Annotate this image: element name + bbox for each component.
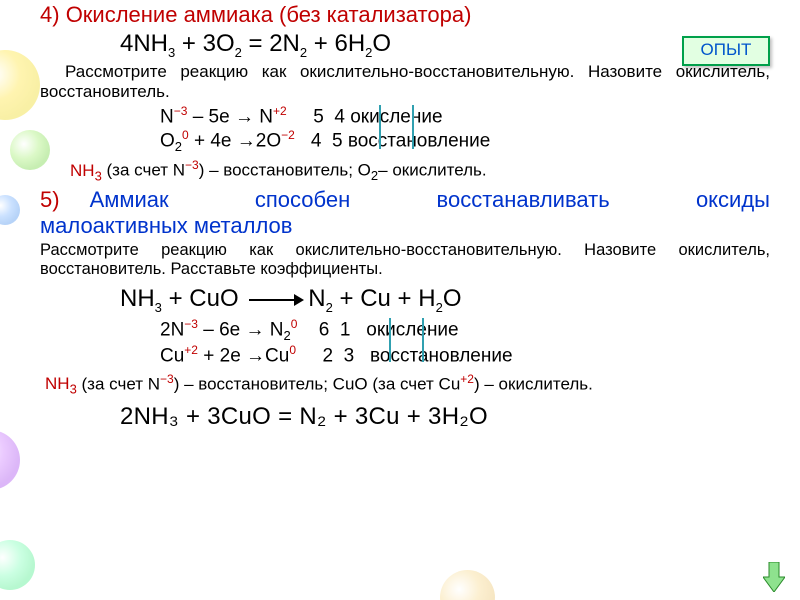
redox-coef: 4 (334, 106, 345, 127)
redox-coef: 4 (311, 130, 322, 151)
redox-coef: 5 (332, 130, 343, 151)
redox-mid: + 2e →Cu (198, 346, 289, 367)
opyt-button[interactable]: ОПЫТ (682, 36, 770, 66)
oxidation-state: 0 (291, 317, 298, 331)
redox-mid: + 4e →2O (189, 130, 281, 151)
redox-mid: – 5e → N (187, 106, 273, 127)
section5-heading-line2: малоактивных металлов (40, 213, 770, 239)
concl-sub: 3 (95, 168, 102, 183)
redox-label: восстановление (348, 130, 491, 151)
redox-sub: 2 (175, 139, 182, 154)
next-arrow-icon[interactable] (763, 562, 785, 592)
concl-sub: 3 (70, 382, 77, 397)
heading-text: Аммиак способен восстанавливать оксиды (90, 187, 770, 213)
section5-task-text: Рассмотрите реакцию как окислительно-вос… (40, 241, 770, 279)
concl-text: – окислитель. (378, 161, 486, 180)
redox-label: окисление (350, 106, 442, 127)
section4-task-text: Рассмотрите реакцию как окислительно-вос… (40, 62, 770, 102)
redox-el: Cu (160, 346, 184, 367)
redox-coef: 1 (340, 319, 351, 340)
redox-coef: 6 (319, 319, 330, 340)
oxidation-state: −3 (160, 372, 174, 386)
section4-heading: 4) Окисление аммиака (без катализатора) (40, 2, 770, 28)
section5-redox: 2N−3 – 6e → N20 6 1 окисление Cu+2 + 2e … (160, 317, 770, 367)
bg-bubble (440, 570, 495, 600)
redox-row: 2N−3 – 6e → N20 6 1 окисление (160, 317, 770, 343)
section5-equation-arrow: NH3 + CuO N2 + Cu + H2O (120, 285, 770, 315)
eq-part: + Cu + H (333, 285, 436, 312)
redox-coef: 2 (322, 346, 333, 367)
concl-formula: NH (70, 161, 95, 180)
oxidation-state: +2 (184, 343, 198, 357)
concl-text: – восстановитель; O (204, 161, 371, 180)
eq-sub: 2 (436, 300, 443, 315)
eq-part: O (443, 285, 462, 312)
oxidation-state: −3 (184, 317, 198, 331)
redox-label: восстановление (370, 346, 513, 367)
eq-sub: 2 (326, 300, 333, 315)
section5-heading: 5) Аммиак способен восстанавливать оксид… (40, 187, 770, 213)
redox-el: O (160, 130, 175, 151)
concl-formula: NH (45, 374, 70, 393)
divider-line (389, 318, 391, 362)
redox-mid: – 6e → N (198, 319, 284, 340)
oxidation-state: −3 (185, 158, 199, 172)
oxidation-state: 0 (182, 128, 189, 142)
redox-label: окисление (366, 319, 458, 340)
redox-sub: 2 (284, 328, 291, 343)
redox-el: 2N (160, 319, 184, 340)
section4-redox: N−3 – 5e → N+2 5 4 окисление O20 + 4e →2… (160, 104, 770, 154)
eq-part: + 6H (307, 30, 365, 57)
heading-number: 5) (40, 187, 60, 213)
redox-el: N (160, 106, 174, 127)
reaction-arrow-icon (249, 293, 304, 307)
eq-part: = 2N (242, 30, 300, 57)
section4-equation: 4NH3 + 3O2 = 2N2 + 6H2O (120, 30, 770, 60)
concl-text: – окислитель. (480, 374, 593, 393)
concl-text: (за счет N (102, 161, 185, 180)
bg-bubble (0, 540, 35, 590)
section4-conclusion: NH3 (за счет N−3) – восстановитель; O2– … (70, 158, 770, 183)
heading-text: Окисление аммиака (без катализатора) (66, 2, 472, 27)
redox-coef: 3 (344, 346, 355, 367)
redox-row: N−3 – 5e → N+2 5 4 окисление (160, 104, 770, 128)
section5-conclusion: NH3 (за счет N−3) – восстановитель; CuO … (45, 372, 770, 397)
oxidation-state: +2 (273, 104, 287, 118)
eq-part: + CuO (162, 285, 245, 312)
eq-sub: 3 (155, 300, 162, 315)
eq-part: O (372, 30, 391, 57)
eq-sub: 2 (235, 45, 242, 60)
divider-line (412, 105, 414, 149)
redox-coef: 5 (313, 106, 324, 127)
eq-part: + 3O (175, 30, 234, 57)
heading-number: 4) (40, 2, 60, 27)
section5-final-equation: 2NH₃ + 3CuO = N₂ + 3Cu + 3H₂O (120, 403, 770, 431)
oxidation-state: −2 (281, 128, 295, 142)
oxidation-state: 0 (289, 343, 296, 357)
eq-part: N (308, 285, 325, 312)
divider-line (379, 105, 381, 149)
eq-part: 4NH (120, 30, 168, 57)
eq-part: NH (120, 285, 155, 312)
oxidation-state: −3 (174, 104, 188, 118)
concl-text: – восстановитель; CuO (за счет Cu (179, 374, 460, 393)
concl-text: (за счет N (77, 374, 160, 393)
redox-row: O20 + 4e →2O−2 4 5 восстановление (160, 128, 770, 154)
redox-row: Cu+2 + 2e →Cu0 2 3 восстановление (160, 343, 770, 367)
bg-bubble (0, 430, 20, 490)
oxidation-state: +2 (460, 372, 474, 386)
divider-line (422, 318, 424, 362)
